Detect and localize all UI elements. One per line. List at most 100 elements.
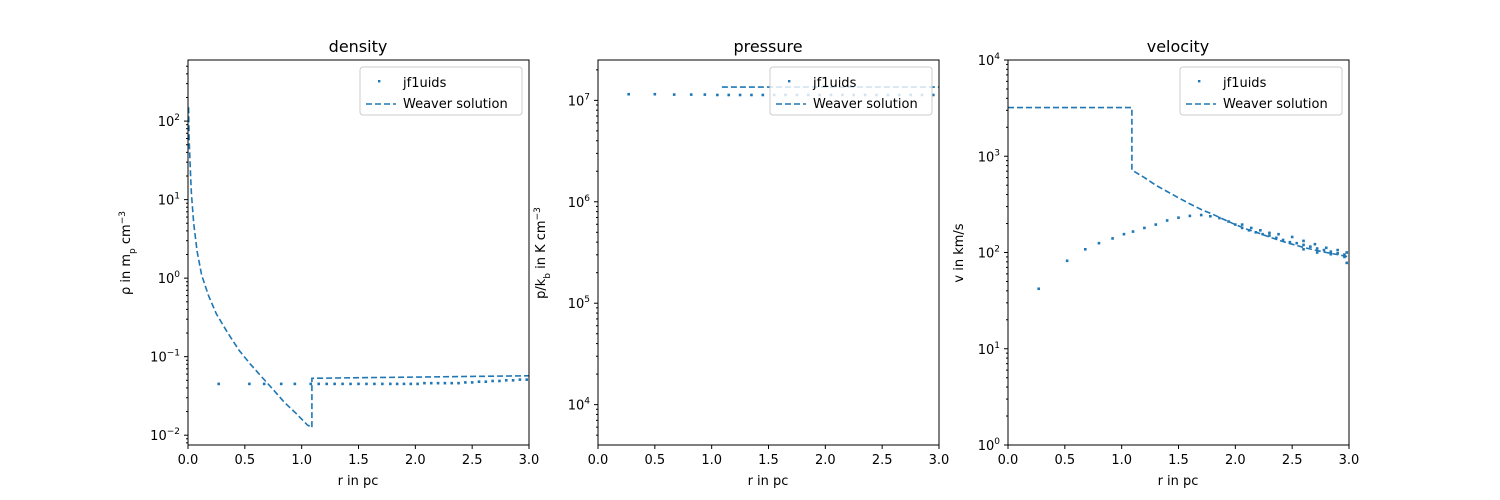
- jf1uids-point: [217, 382, 220, 386]
- x-tick-label: 1.0: [291, 453, 312, 468]
- x-tick-label: 1.0: [1111, 453, 1132, 468]
- x-axis-title: r in pc: [1158, 474, 1199, 489]
- jf1uids-point: [1345, 251, 1349, 254]
- jf1uids-point: [341, 382, 344, 386]
- axes-frame: [1007, 59, 1350, 446]
- x-tick-label: 1.0: [701, 453, 722, 468]
- jf1uids-point: [1065, 259, 1069, 263]
- x-tick-label: 0.0: [178, 453, 199, 468]
- x-tick-label: 1.5: [1168, 453, 1189, 468]
- weaver-solution-line: [188, 107, 529, 429]
- jf1uids-point: [395, 382, 399, 386]
- jf1uids-point: [627, 92, 630, 96]
- x-tick-label: 2.0: [815, 453, 836, 468]
- plot-area: [188, 107, 529, 429]
- x-tick-label: 2.0: [405, 453, 426, 468]
- y-tick-label: 101: [978, 341, 1000, 358]
- jf1uids-point: [365, 382, 368, 386]
- jf1uids-point: [1199, 213, 1203, 217]
- jf1uids-point: [1343, 255, 1346, 259]
- jf1uids-point: [333, 382, 336, 386]
- jf1uids-point: [1302, 239, 1305, 243]
- jf1uids-point: [1177, 216, 1180, 219]
- jf1uids-point: [1315, 251, 1319, 254]
- y-axis-title: v in km/s: [952, 223, 967, 282]
- velocity-panel: velocity r in pc v in km/s jf1uids Weaver…: [952, 37, 1359, 489]
- x-tick-label: 0.5: [234, 453, 255, 468]
- jf1uids-point: [317, 382, 321, 386]
- legend: jf1uids Weaver solution: [769, 66, 933, 116]
- x-tick-label: 2.5: [462, 453, 483, 468]
- axes-frame: [597, 59, 940, 446]
- jf1uids-point: [1295, 241, 1299, 245]
- jf1uids-point: [932, 93, 935, 97]
- jf1uids-point: [262, 382, 266, 386]
- legend-label: jf1uids: [812, 76, 857, 91]
- jf1uids-point: [477, 380, 481, 383]
- jf1uids-point: [1268, 234, 1271, 237]
- jf1uids-point: [1336, 248, 1339, 252]
- jf1uids-point: [727, 93, 731, 97]
- y-tick-label: 104: [568, 397, 591, 414]
- jf1uids-point: [1274, 236, 1278, 240]
- jf1uids-point: [1240, 223, 1244, 226]
- legend-frame: [359, 66, 523, 116]
- series-group: [1008, 106, 1349, 291]
- legend-label: jf1uids: [1222, 76, 1267, 91]
- jf1uids-point: [1261, 232, 1264, 236]
- legend-marker-swatch: [788, 80, 791, 83]
- y-tick-label: 107: [568, 92, 590, 109]
- y-tick-label: 103: [978, 148, 1000, 165]
- jf1uids-point: [1154, 223, 1158, 226]
- weaver-solution-line: [1008, 106, 1349, 258]
- jf1uids-point: [1218, 216, 1221, 220]
- jf1uids-point: [1037, 287, 1040, 291]
- jf1uids-point: [1329, 252, 1333, 256]
- plot-area: [1008, 106, 1349, 291]
- jf1uids-point: [1188, 214, 1192, 218]
- jf1uids-point: [1290, 235, 1294, 239]
- jf1uids-point: [450, 381, 454, 385]
- jf1uids-point: [389, 382, 392, 386]
- x-tick-label: 1.5: [758, 453, 779, 468]
- jf1uids-point: [504, 379, 508, 382]
- jf1uids-point: [357, 382, 360, 386]
- x-tick-label: 2.5: [1282, 453, 1303, 468]
- y-tick-label: 100: [978, 437, 1001, 454]
- jf1uids-point: [381, 382, 384, 386]
- jf1uids-point: [1227, 220, 1230, 223]
- jf1uids-point: [1345, 261, 1349, 265]
- x-tick-label: 0.0: [588, 453, 609, 468]
- jf1uids-point: [409, 382, 413, 386]
- jf1uids-point: [293, 382, 297, 386]
- jf1uids-point: [1083, 247, 1087, 251]
- x-tick-label: 0.5: [1054, 453, 1075, 468]
- jf1uids-point: [325, 382, 328, 386]
- jf1uids-point: [525, 378, 529, 381]
- panel-title: density: [329, 37, 388, 56]
- legend-label: Weaver solution: [403, 97, 508, 112]
- y-tick-label: 106: [568, 194, 591, 211]
- jf1uids-point: [1122, 232, 1126, 236]
- y-tick-label: 101: [158, 192, 180, 209]
- legend-label: Weaver solution: [813, 97, 918, 112]
- jf1uids-point: [1288, 240, 1292, 244]
- jf1uids-point: [1268, 231, 1271, 235]
- jf1uids-point: [279, 382, 283, 386]
- jf1uids-point: [518, 378, 522, 381]
- jf1uids-point: [689, 93, 693, 96]
- y-tick-label: 102: [978, 245, 1000, 262]
- jf1uids-point: [1302, 247, 1305, 251]
- x-axis-title: r in pc: [338, 474, 379, 489]
- legend-marker-swatch: [378, 80, 381, 83]
- jf1uids-point: [484, 380, 488, 383]
- y-tick-label: 100: [158, 270, 181, 287]
- jf1uids-point: [653, 92, 657, 96]
- jf1uids-point: [423, 381, 426, 385]
- x-tick-label: 0.0: [998, 453, 1019, 468]
- x-axis-title: r in pc: [748, 474, 789, 489]
- jf1uids-point: [716, 93, 719, 97]
- jf1uids-point: [1209, 214, 1212, 218]
- jf1uids-point: [738, 93, 742, 97]
